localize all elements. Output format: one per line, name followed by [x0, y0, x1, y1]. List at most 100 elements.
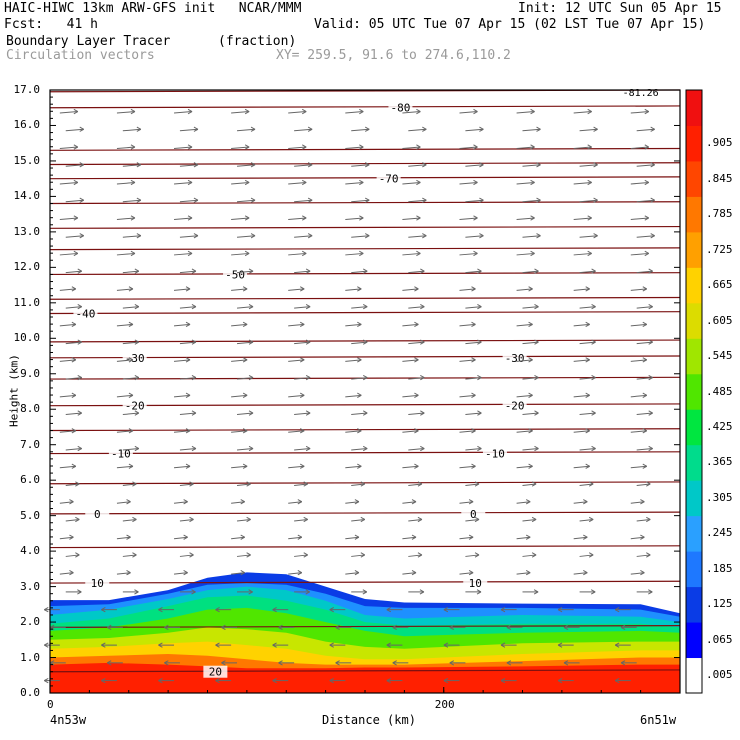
- circulation-vector: [636, 374, 653, 381]
- x-axis-left-endpoint: 4n53w: [50, 713, 87, 727]
- circulation-vector: [465, 552, 480, 558]
- circulation-vector: [221, 660, 238, 666]
- circulation-vector: [573, 499, 588, 505]
- circulation-vector: [59, 179, 79, 186]
- circulation-vector: [351, 339, 368, 345]
- circulation-vector: [579, 126, 598, 132]
- circulation-vector: [272, 677, 289, 684]
- colorbar-tick-label: .725: [706, 242, 733, 256]
- circulation-vector: [614, 677, 631, 684]
- circulation-vector: [288, 321, 305, 328]
- circulation-vector: [636, 552, 651, 558]
- colorbar-tick-label: .905: [706, 136, 733, 150]
- colorbar-tick-label: .545: [706, 349, 733, 363]
- y-tick-label: 4.0: [20, 544, 40, 558]
- circulation-vector: [231, 428, 248, 434]
- circulation-vector: [231, 357, 248, 363]
- circulation-vector: [173, 286, 191, 292]
- circulation-vector: [459, 144, 478, 150]
- circulation-vector: [351, 374, 368, 381]
- circulation-vector: [459, 428, 476, 434]
- field-units: (fraction): [218, 34, 297, 49]
- circulation-vector: [459, 250, 478, 257]
- contour-label-bg: [482, 447, 507, 460]
- circulation-vector: [351, 197, 370, 203]
- circulation-vector: [351, 481, 366, 487]
- contour-line: [49, 451, 681, 455]
- field-name: Boundary Layer Tracer: [6, 34, 171, 49]
- contour-line-unlabeled: [49, 201, 681, 205]
- circulation-vector: [116, 286, 134, 292]
- circulation-vector: [231, 215, 250, 221]
- circulation-vector: [459, 179, 478, 186]
- colorbar-tick-label: .605: [706, 313, 733, 327]
- circulation-vector: [522, 552, 537, 558]
- circulation-vector: [522, 374, 539, 381]
- colorbar-swatch: [686, 515, 702, 552]
- circulation-vector: [408, 126, 427, 132]
- circulation-vector: [459, 463, 476, 469]
- circulation-vector: [408, 339, 425, 345]
- y-tick-label: 12.0: [13, 260, 41, 274]
- circulation-vector: [59, 463, 77, 469]
- circulation-vector: [459, 286, 476, 292]
- contour-label: -20: [505, 400, 525, 413]
- y-tick-label: 3.0: [20, 579, 40, 593]
- top-contour-label: -81.26: [623, 88, 659, 99]
- circulation-vector: [173, 570, 188, 576]
- circulation-vector: [630, 499, 645, 505]
- circulation-vector: [116, 392, 134, 398]
- x-tick-label: 0: [47, 698, 54, 711]
- circulation-vector: [465, 197, 484, 203]
- circulation-vector: [231, 144, 250, 150]
- circulation-vector: [402, 463, 419, 469]
- contour-line-unlabeled: [49, 625, 681, 628]
- circulation-vector: [351, 589, 368, 595]
- circulation-vector: [402, 357, 419, 363]
- circulation-vector: [408, 197, 427, 203]
- circulation-vector: [573, 250, 592, 257]
- circulation-vector: [294, 162, 313, 168]
- circulation-vector: [294, 589, 310, 595]
- circulation-vector: [231, 534, 245, 540]
- contour-line-unlabeled: [49, 225, 681, 229]
- circulation-vector: [459, 392, 476, 398]
- circulation-vector: [236, 268, 254, 274]
- circulation-vector: [459, 108, 478, 115]
- circulation-vector: [614, 642, 631, 648]
- x-tick-label: 200: [434, 698, 455, 711]
- valid-time: Valid: 05 UTC Tue 07 Apr 15 (02 LST Tue …: [314, 17, 706, 32]
- circulation-vector: [573, 108, 592, 115]
- circulation-vector: [65, 445, 82, 452]
- circulation-vector: [465, 162, 484, 168]
- contour-label-bg: [223, 268, 248, 281]
- circulation-vector: [237, 589, 253, 595]
- circulation-vector: [522, 304, 539, 310]
- colorbar-swatch: [686, 657, 702, 694]
- colorbar-swatch: [686, 551, 702, 588]
- circulation-vector: [65, 126, 84, 132]
- y-tick-label: 2.0: [20, 615, 40, 629]
- circulation-vector: [179, 552, 194, 558]
- circulation-vector: [408, 481, 423, 487]
- circulation-vector: [158, 607, 175, 613]
- circulation-vector: [636, 304, 653, 310]
- circulation-vector: [122, 197, 142, 203]
- colorbar-swatch: [686, 90, 702, 126]
- contour-label: -80: [391, 102, 411, 115]
- colorbar-tick-label: .665: [706, 278, 733, 292]
- circulation-vector: [573, 179, 592, 186]
- circulation-vector: [459, 357, 476, 363]
- circulation-vector: [402, 570, 417, 576]
- y-tick-label: 7.0: [20, 437, 40, 451]
- circulation-vector: [179, 339, 197, 345]
- circulation-vector: [573, 357, 590, 363]
- circulation-vector: [465, 410, 482, 416]
- circulation-vector: [522, 126, 541, 132]
- circulation-vector: [65, 304, 82, 310]
- circulation-vector: [408, 552, 423, 558]
- circulation-vector: [294, 126, 313, 132]
- contour-line-unlabeled: [49, 247, 681, 251]
- circulation-vector: [294, 304, 311, 310]
- circulation-vector: [516, 392, 533, 398]
